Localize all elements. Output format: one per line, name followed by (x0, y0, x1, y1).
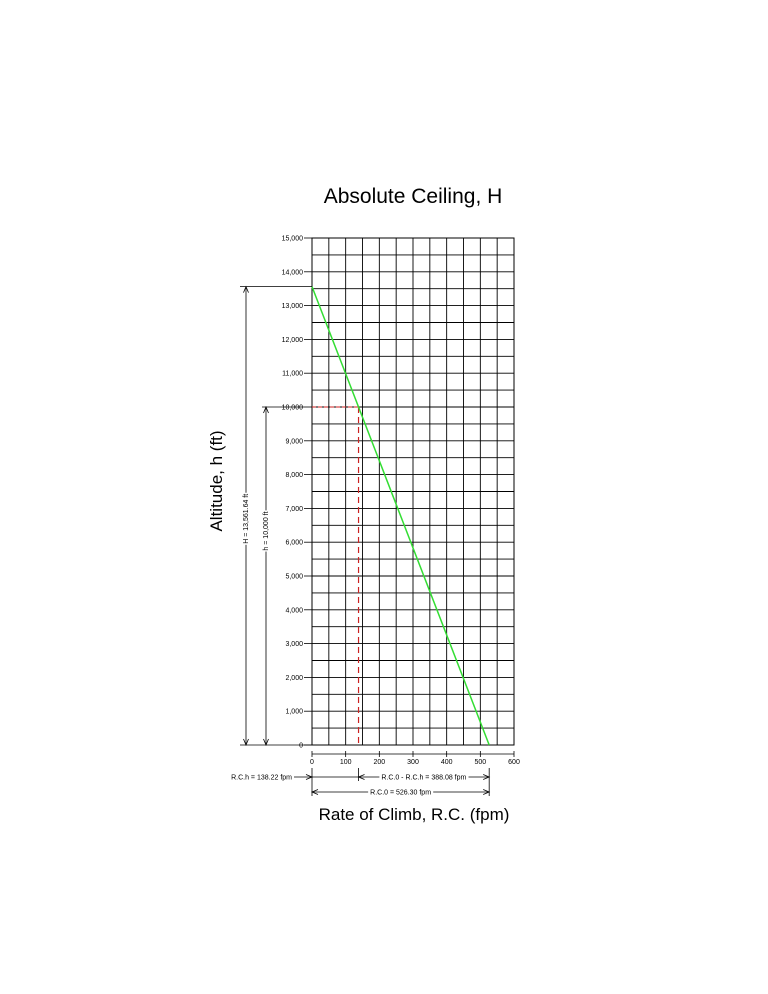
x-tick-label: 200 (373, 759, 385, 766)
y-axis-ticks: 0 1,000 2,000 3,000 4,000 5,000 6,000 7,000 8,00… (282, 236, 312, 750)
x-axis-label: Rate of Climb, R.C. (fpm) (319, 805, 510, 824)
dim-arrow-rc0-head-left (310, 789, 319, 795)
dim-label-rc0: R.C.0 = 526.30 fpm (370, 790, 431, 797)
label-background (368, 789, 434, 797)
label-background (379, 774, 469, 782)
y-tick-label: 11,000 (282, 371, 303, 378)
y-tick-label: 5,000 (285, 574, 303, 581)
series (311, 286, 490, 746)
y-tick-label: 13,000 (282, 303, 304, 310)
x-tick-label: 0 (310, 759, 314, 766)
series-line (311, 286, 490, 746)
dimension-annotations: H = 13,561.64 ft h = 10,000 ft R.C.h = 138… (231, 285, 491, 797)
dim-label-h: h = 10,000 ft (263, 511, 270, 550)
x-tick-label: 400 (441, 759, 453, 766)
reference-lines (312, 406, 360, 745)
x-axis-ticks: 0 100 200 300 400 500 600 (310, 751, 520, 766)
dim-arrow-H-head-bottom (243, 738, 249, 747)
y-tick-label: 12,000 (282, 337, 304, 344)
label-background (243, 492, 250, 545)
y-tick-label: 3,000 (285, 641, 303, 648)
dim-label-rch: R.C.h = 138.22 fpm (231, 775, 292, 782)
x-tick-label: 300 (407, 759, 419, 766)
y-tick-label: 4,000 (285, 607, 303, 614)
y-tick-label: 6,000 (285, 540, 303, 547)
grid (311, 237, 515, 746)
dim-arrow-h-head-top (263, 405, 269, 414)
dim-arrow-H-head-top (243, 285, 249, 293)
x-tick-label: 600 (508, 759, 520, 766)
y-tick-label: 15,000 (282, 236, 304, 243)
label-background (263, 510, 270, 552)
y-tick-label: 0 (299, 743, 303, 750)
dim-arrow-rc-diff-head-right (483, 774, 491, 780)
dim-arrow-h-head-bottom (263, 738, 269, 747)
y-tick-label: 14,000 (282, 269, 304, 276)
x-tick-label: 500 (474, 759, 486, 766)
chart-title: Absolute Ceiling, H (324, 185, 503, 208)
y-axis-label: Altitude, h (ft) (207, 430, 226, 531)
y-tick-label: 10,000 (282, 405, 304, 412)
dim-arrow-rc0-head-right (483, 789, 491, 795)
y-tick-label: 8,000 (285, 472, 303, 479)
y-tick-label: 7,000 (285, 506, 303, 513)
x-tick-label: 100 (340, 759, 352, 766)
dim-label-rc-diff: R.C.0 - R.C.h = 388.08 fpm (381, 775, 466, 782)
y-tick-label: 2,000 (285, 675, 303, 682)
y-tick-label: 9,000 (285, 438, 303, 445)
dim-arrow-rc-diff-head-left (357, 774, 365, 780)
dim-label-H: H = 13,561.64 ft (243, 494, 250, 544)
y-tick-label: 1,000 (285, 709, 303, 716)
